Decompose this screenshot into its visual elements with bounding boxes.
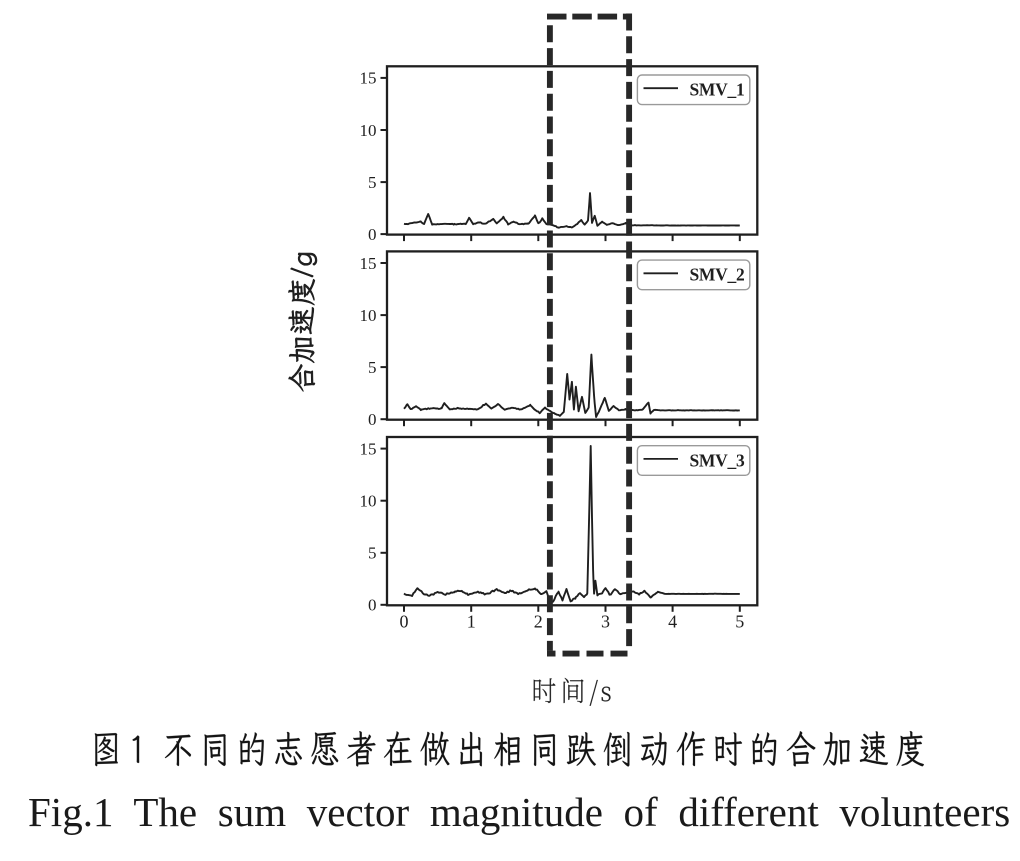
svg-text:15: 15 bbox=[360, 69, 377, 88]
svg-text:10: 10 bbox=[360, 306, 377, 325]
svg-text:2: 2 bbox=[534, 612, 543, 632]
svg-text:5: 5 bbox=[368, 358, 377, 377]
svg-text:3: 3 bbox=[601, 612, 610, 632]
svg-text:5: 5 bbox=[368, 544, 377, 563]
svg-text:10: 10 bbox=[360, 492, 377, 511]
svg-text:0: 0 bbox=[368, 225, 377, 244]
svg-text:0: 0 bbox=[368, 410, 377, 429]
svg-text:SMV_3: SMV_3 bbox=[690, 450, 745, 470]
svg-text:15: 15 bbox=[360, 254, 377, 273]
svg-text:SMV_2: SMV_2 bbox=[690, 265, 745, 285]
svg-text:5: 5 bbox=[735, 612, 744, 632]
svg-text:0: 0 bbox=[400, 612, 409, 632]
svg-text:SMV_1: SMV_1 bbox=[690, 80, 745, 100]
svg-text:10: 10 bbox=[360, 121, 377, 140]
svg-text:0: 0 bbox=[368, 596, 377, 615]
svg-text:1: 1 bbox=[467, 612, 476, 632]
svg-text:15: 15 bbox=[360, 439, 377, 458]
svg-text:5: 5 bbox=[368, 173, 377, 192]
svg-text:4: 4 bbox=[668, 612, 677, 632]
